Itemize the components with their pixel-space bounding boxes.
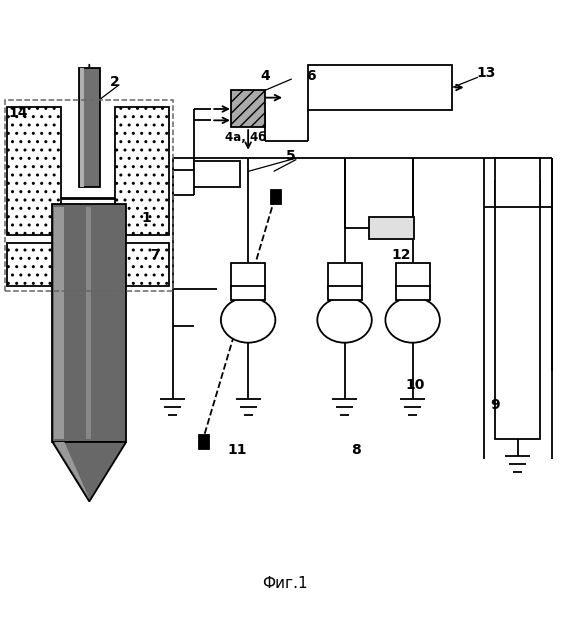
Bar xyxy=(5,100,173,291)
Bar xyxy=(308,65,453,110)
Text: Фиг.1: Фиг.1 xyxy=(262,576,308,591)
Bar xyxy=(87,207,91,439)
Bar xyxy=(194,161,239,187)
Bar xyxy=(54,207,64,439)
Text: 7: 7 xyxy=(150,248,160,262)
Text: 11: 11 xyxy=(227,444,247,458)
Text: 4а, 4б: 4а, 4б xyxy=(226,131,267,144)
Bar xyxy=(52,204,126,442)
Ellipse shape xyxy=(385,298,440,342)
Text: 2: 2 xyxy=(110,75,120,89)
Ellipse shape xyxy=(221,298,275,342)
Bar xyxy=(115,243,169,286)
Bar xyxy=(396,286,430,300)
Bar xyxy=(271,189,281,204)
Bar xyxy=(495,181,540,439)
Text: 3: 3 xyxy=(99,420,108,435)
Text: 8: 8 xyxy=(351,444,361,458)
Text: 9: 9 xyxy=(490,398,500,412)
Ellipse shape xyxy=(317,298,372,342)
Bar xyxy=(328,286,361,300)
Text: 14: 14 xyxy=(9,106,28,120)
Text: 5: 5 xyxy=(286,148,296,163)
Text: 1: 1 xyxy=(141,211,151,225)
Bar xyxy=(231,263,265,289)
Bar xyxy=(396,263,430,289)
Text: 12: 12 xyxy=(392,248,411,262)
Bar xyxy=(231,90,265,127)
Bar xyxy=(7,243,61,286)
Bar xyxy=(495,158,540,207)
Bar xyxy=(231,286,265,300)
Bar xyxy=(369,217,414,239)
Bar xyxy=(328,263,361,289)
Bar xyxy=(79,68,100,187)
Text: 4: 4 xyxy=(260,69,270,83)
Text: 6: 6 xyxy=(306,69,315,83)
Text: 10: 10 xyxy=(406,378,425,392)
Polygon shape xyxy=(52,442,126,502)
Text: 13: 13 xyxy=(477,67,496,80)
Bar xyxy=(115,108,169,235)
Polygon shape xyxy=(54,442,89,499)
Bar xyxy=(80,68,84,187)
Bar xyxy=(7,108,61,235)
Bar xyxy=(199,435,209,449)
